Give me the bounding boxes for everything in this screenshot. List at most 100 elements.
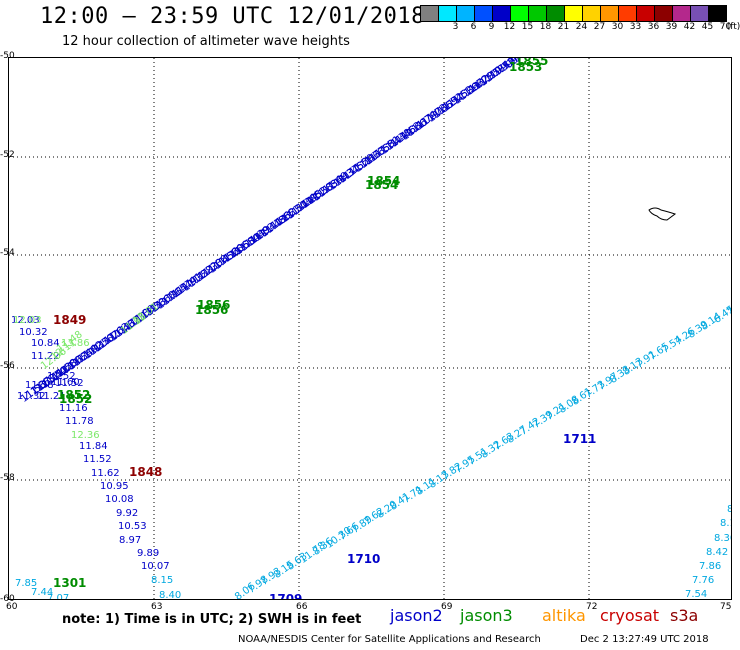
swh-value: 11.16 [59, 403, 88, 414]
longitude-label: 60 [6, 602, 18, 612]
swh-value: 8.42 [706, 547, 729, 558]
pass-time-label: 1710 [347, 552, 381, 566]
swh-value: 10.07 [141, 561, 170, 572]
satellite-legend-s3a: s3a [670, 606, 699, 625]
colorbar-cell [708, 5, 727, 22]
colorbar-cell [438, 5, 457, 22]
colorbar-tick-label: 36 [647, 22, 660, 32]
colorbar-unit: (ft) [726, 22, 740, 32]
swh-value: 11.32 [17, 391, 46, 402]
satellite-legend-jason2: jason2 [390, 606, 443, 625]
colorbar-tick-label: 12 [503, 22, 516, 32]
swh-value: 12.03 [13, 315, 42, 326]
colorbar-tick-label: 9 [488, 22, 495, 32]
colorbar-tick-label: 6 [470, 22, 477, 32]
colorbar-cell [582, 5, 601, 22]
colorbar-cell [618, 5, 637, 22]
colorbar-labels: 3 6 9 12 15 18 21 24 27 30 33 36 39 42 45 70 (ft) [421, 22, 740, 36]
swh-value: 12.03 [11, 315, 40, 326]
colorbar-cell [510, 5, 529, 22]
colorbar-tick-label: 24 [575, 22, 588, 32]
latitude-label: -60 [0, 594, 15, 604]
colorbar-cell [474, 5, 493, 22]
colorbar-tick-label: 33 [629, 22, 642, 32]
swh-value: 10.95 [100, 481, 129, 492]
wave-height-colorbar [420, 5, 727, 22]
colorbar-tick-label: 70 [719, 22, 732, 32]
swh-value: 7.07 [47, 593, 70, 600]
swh-value: 13.86 [61, 338, 90, 349]
pass-time-label: 1855 [515, 57, 549, 68]
swh-value: 10.32 [19, 327, 48, 338]
swh-value: 10.53 [118, 521, 147, 532]
pass-time-label: 1301 [53, 576, 87, 590]
generated-date: Dec 2 13:27:49 UTC 2018 [580, 634, 709, 645]
colorbar-cell [420, 5, 439, 22]
swh-value: 8.15 [151, 575, 174, 586]
island-outline [648, 207, 677, 221]
swh-value: 8.30 [714, 533, 731, 544]
swh-value: 11.52 [47, 371, 76, 382]
map-grid-svg [9, 58, 731, 599]
swh-value: 8.97 [119, 535, 142, 546]
colorbar-tick-label: 45 [701, 22, 714, 32]
pass-time-label: 1852 [59, 392, 93, 406]
pass-time-label: 1849 [53, 313, 87, 327]
colorbar-cell [456, 5, 475, 22]
latitude-label: -50 [0, 51, 15, 61]
swh-value: 9.92 [116, 508, 139, 519]
swh-value: 7.85 [15, 578, 38, 589]
colorbar-cell [636, 5, 655, 22]
colorbar-cell [546, 5, 565, 22]
swh-value: 10.08 [105, 494, 134, 505]
colorbar-tick-label: 21 [557, 22, 570, 32]
longitude-label: 66 [296, 602, 308, 612]
pass-time-label: 1711 [563, 432, 597, 446]
swh-value: 11.78 [65, 416, 94, 427]
swh-value: 8.40 [159, 590, 182, 600]
swh-value: 11.21 [37, 391, 66, 402]
colorbar-cell [690, 5, 709, 22]
pass-time-label: 1856 [197, 298, 231, 312]
pass-time-label: 1854 [367, 174, 401, 188]
colorbar-tick-label: 42 [683, 22, 696, 32]
colorbar-cell [492, 5, 511, 22]
pass-time-label: 1854 [365, 178, 399, 192]
footer-note: note: 1) Time is in UTC; 2) SWH is in fe… [62, 612, 362, 627]
swh-value: 11.60 [51, 377, 80, 388]
colorbar-tick-label: 3 [452, 22, 459, 32]
swh-value: 7.44 [31, 587, 54, 598]
swh-value: 7.76 [692, 575, 715, 586]
pass-time-label: 1853 [509, 60, 543, 74]
credit-text: NOAA/NESDIS Center for Satellite Applica… [238, 634, 541, 645]
swh-value: 11.52 [55, 378, 84, 389]
swh-value: 11.84 [79, 441, 108, 452]
swh-value: 8.1 [720, 518, 731, 529]
map-title: 12:00 – 23:59 UTC 12/01/2018 [40, 4, 425, 29]
satellite-legend-altika: altika [542, 606, 586, 625]
satellite-legend-jason3: jason3 [460, 606, 513, 625]
swh-value: 11.38 [25, 380, 54, 391]
pass-time-label: 1852 [57, 388, 91, 402]
satellite-legend-cryosat: cryosat [600, 606, 660, 625]
map-area: 11.56 11.37 11.53 11.25 11.40 11.42 11.58 11.60… [8, 57, 732, 600]
swh-value: 12.36 [71, 430, 100, 441]
pass-time-label: 1848 [129, 465, 163, 479]
colorbar-cell [564, 5, 583, 22]
latitude-label: -54 [0, 248, 15, 258]
swh-value: 7.54 [685, 589, 708, 600]
swh-value: 10.84 [31, 338, 60, 349]
colorbar-tick-label: 39 [665, 22, 678, 32]
pass-time-label: 1856 [195, 303, 229, 317]
swh-value: 8.4 [727, 504, 731, 515]
swh-value: 11.22 [31, 351, 60, 362]
swh-value: 7.86 [699, 561, 722, 572]
colorbar-cell [654, 5, 673, 22]
colorbar-cell [672, 5, 691, 22]
longitude-label: 63 [151, 602, 163, 612]
longitude-label: 75 [720, 602, 732, 612]
swh-value: 11.52 [83, 454, 112, 465]
latitude-label: -58 [0, 473, 15, 483]
colorbar-tick-label: 30 [611, 22, 624, 32]
colorbar-cell [600, 5, 619, 22]
